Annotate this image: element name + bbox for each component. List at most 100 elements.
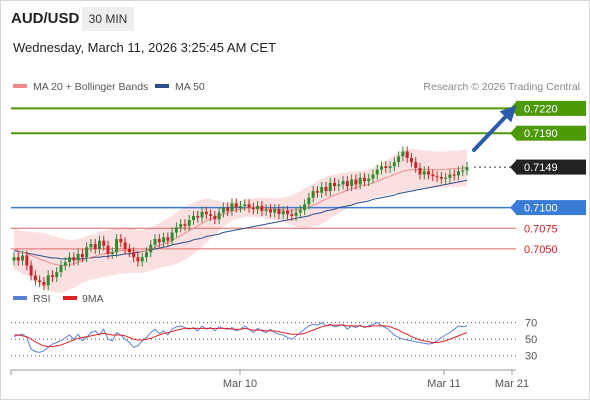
candle-body-86 [380, 166, 384, 170]
level-tag-pointer-1 [510, 125, 517, 141]
candle-body-53 [238, 205, 243, 208]
candle-body-26 [123, 242, 127, 249]
candle-body-49 [221, 207, 225, 213]
x-tick-label-2: Mar 21 [495, 378, 529, 390]
level-label-0: 0.7220 [524, 103, 558, 115]
rsi-tick-0: 70 [525, 318, 537, 330]
candle-body-47 [213, 215, 217, 220]
level-tag-pointer-2 [510, 159, 517, 175]
level-tag-0 [516, 100, 586, 116]
candle-body-106 [465, 167, 469, 171]
candle-body-28 [132, 252, 136, 258]
candle-body-9 [50, 275, 54, 278]
candle-body-19 [93, 243, 97, 249]
candle-body-14 [72, 257, 76, 261]
candle-body-103 [452, 174, 456, 176]
rsi-ma-legend-swatch [63, 296, 77, 300]
candle-body-18 [89, 243, 93, 248]
rsi-legend-label: RSI [33, 293, 51, 305]
candle-body-87 [384, 166, 388, 168]
rsi-legend-swatch [13, 296, 27, 300]
candle-body-48 [217, 212, 221, 220]
candle-body-90 [397, 156, 401, 163]
candle-body-38 [174, 227, 178, 233]
datetime-text: Wednesday, March 11, 2026 3:25:45 AM CET [13, 40, 277, 55]
candle-body-25 [119, 239, 123, 243]
candle-body-62 [277, 209, 281, 215]
candle-body-79 [350, 179, 354, 187]
level-tag-2 [516, 159, 586, 175]
candle-body-84 [371, 174, 375, 179]
candle-body-96 [422, 171, 426, 175]
bollinger-band [14, 148, 467, 293]
candle-body-75 [333, 182, 337, 187]
candle-body-72 [320, 186, 324, 193]
candle-body-73 [324, 186, 328, 192]
candle-body-98 [431, 174, 435, 177]
candle-body-105 [461, 170, 465, 172]
candle-body-33 [153, 239, 157, 245]
candle-body-35 [162, 237, 166, 243]
candle-body-42 [191, 215, 195, 220]
candle-body-104 [456, 171, 460, 176]
level-tag-pointer-3 [510, 200, 517, 216]
candle-body-85 [375, 169, 379, 175]
candle-body-1 [16, 257, 20, 261]
candle-body-3 [25, 255, 29, 266]
candle-body-82 [362, 177, 366, 182]
candle-body-23 [110, 252, 114, 254]
candle-body-29 [136, 257, 140, 262]
candle-body-10 [55, 272, 59, 278]
candle-body-37 [170, 232, 174, 241]
candle-body-81 [358, 177, 362, 185]
candle-body-12 [63, 262, 67, 266]
candle-body-60 [268, 209, 272, 213]
candle-body-91 [401, 151, 405, 157]
candle-body-94 [414, 162, 418, 168]
candle-body-36 [166, 237, 170, 241]
candle-body-46 [209, 214, 213, 216]
ma20-legend-swatch [13, 84, 27, 88]
candle-body-80 [354, 179, 358, 185]
candle-body-7 [42, 282, 46, 286]
candle-body-31 [144, 252, 148, 258]
candle-body-57 [256, 205, 260, 210]
timeframe-badge[interactable]: 30 MIN [82, 7, 134, 31]
credit-text: Research © 2026 Trading Central [423, 81, 580, 93]
candle-body-67 [298, 210, 302, 213]
candle-body-76 [337, 184, 341, 187]
candle-body-16 [80, 253, 84, 258]
level-label-1: 0.7190 [524, 128, 558, 140]
candle-body-21 [102, 240, 106, 246]
rsi-ma-legend-label: 9MA [82, 293, 104, 305]
candle-body-2 [21, 255, 25, 261]
candle-body-102 [448, 174, 452, 178]
candle-body-63 [281, 210, 285, 215]
candle-body-64 [286, 210, 290, 215]
level-tag-1 [516, 125, 586, 141]
level-label-3: 0.7100 [524, 203, 558, 215]
x-tick-label-1: Mar 11 [427, 378, 460, 390]
candle-body-34 [157, 239, 161, 243]
rsi-tick-2: 30 [525, 351, 537, 363]
candle-body-65 [290, 214, 294, 216]
candle-body-5 [33, 275, 37, 281]
candle-body-8 [46, 275, 50, 286]
candle-body-0 [12, 257, 16, 261]
candle-body-50 [226, 207, 230, 211]
candle-body-17 [85, 247, 89, 258]
candles [12, 146, 469, 291]
ma50-legend-label: MA 50 [175, 81, 205, 93]
rsi-grid: 70 50 30 [11, 318, 537, 363]
candle-body-15 [76, 253, 80, 261]
candle-body-83 [367, 178, 371, 182]
rsi-tick-1: 50 [525, 334, 537, 346]
level-label-4: 0.7075 [524, 223, 558, 235]
level-tag-3 [516, 200, 586, 216]
x-axis-labels: Mar 10 Mar 11 Mar 21 [10, 370, 529, 390]
candle-body-52 [234, 203, 238, 208]
level-label-2: 0.7149 [524, 162, 558, 174]
candle-body-30 [140, 257, 144, 262]
candle-body-74 [328, 182, 332, 192]
